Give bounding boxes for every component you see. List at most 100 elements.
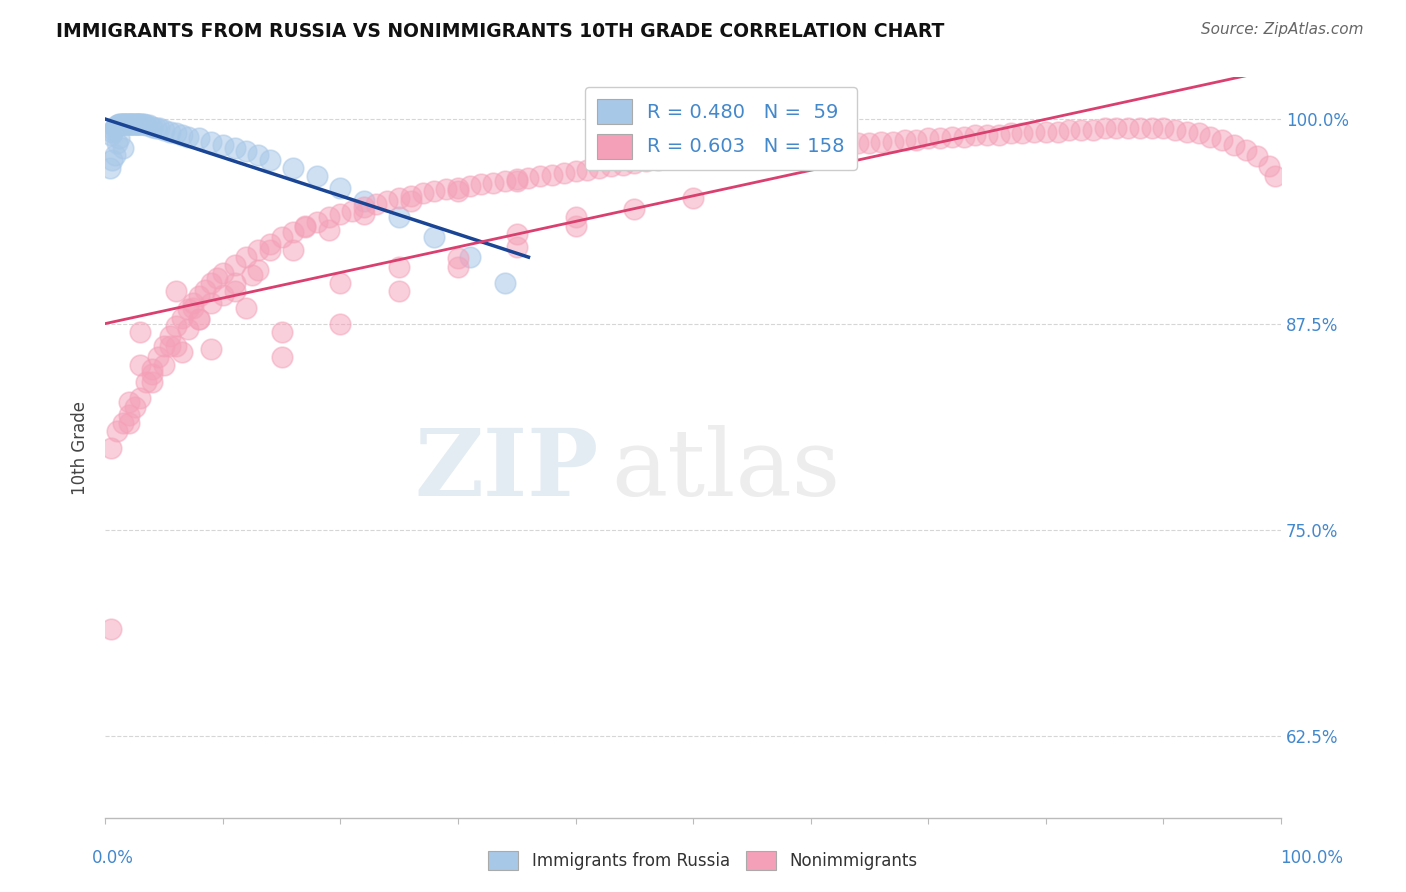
Point: [506, 240, 529, 254]
Point: [224, 258, 246, 272]
Point: [124, 400, 146, 414]
Point: [482, 176, 505, 190]
Point: [470, 178, 492, 192]
Point: [494, 174, 516, 188]
Point: [447, 260, 470, 274]
Point: [1152, 121, 1174, 136]
Point: [541, 168, 564, 182]
Point: [1011, 127, 1033, 141]
Point: [141, 375, 163, 389]
Point: [111, 116, 134, 130]
Point: [763, 143, 786, 157]
Point: [188, 289, 211, 303]
Point: [388, 211, 411, 225]
Point: [129, 116, 152, 130]
Point: [423, 230, 446, 244]
Point: [588, 161, 610, 175]
Point: [211, 287, 233, 301]
Point: [987, 128, 1010, 142]
Point: [364, 197, 387, 211]
Text: 100.0%: 100.0%: [1279, 849, 1343, 867]
Point: [224, 285, 246, 299]
Point: [787, 141, 810, 155]
Point: [564, 164, 586, 178]
Point: [305, 169, 328, 184]
Point: [211, 266, 233, 280]
Point: [506, 174, 529, 188]
Point: [270, 230, 292, 244]
Point: [127, 116, 149, 130]
Point: [929, 131, 952, 145]
Point: [1223, 137, 1246, 152]
Point: [423, 184, 446, 198]
Point: [1059, 123, 1081, 137]
Point: [634, 154, 657, 169]
Point: [111, 416, 134, 430]
Point: [153, 339, 176, 353]
Point: [329, 180, 352, 194]
Point: [529, 169, 551, 184]
Point: [1022, 125, 1045, 139]
Point: [138, 118, 160, 132]
Point: [1188, 127, 1211, 141]
Point: [188, 131, 211, 145]
Point: [100, 128, 122, 142]
Point: [247, 263, 270, 277]
Point: [1081, 123, 1104, 137]
Point: [318, 223, 340, 237]
Point: [1211, 133, 1233, 147]
Point: [145, 121, 167, 136]
Point: [112, 116, 135, 130]
Point: [98, 161, 121, 175]
Point: [1140, 121, 1163, 136]
Point: [800, 139, 823, 153]
Point: [188, 312, 211, 326]
Text: 0.0%: 0.0%: [91, 849, 134, 867]
Point: [741, 145, 763, 159]
Point: [399, 194, 422, 208]
Point: [107, 118, 129, 132]
Point: [458, 179, 481, 194]
Point: [399, 189, 422, 203]
Point: [564, 219, 586, 233]
Point: [623, 156, 645, 170]
Point: [118, 408, 141, 422]
Point: [553, 166, 575, 180]
Point: [103, 123, 125, 137]
Point: [1246, 149, 1268, 163]
Point: [125, 116, 148, 130]
Point: [388, 260, 411, 274]
Point: [647, 153, 669, 167]
Point: [224, 141, 246, 155]
Point: [340, 203, 363, 218]
Point: [412, 186, 434, 200]
Point: [1129, 121, 1152, 136]
Point: [108, 116, 131, 130]
Point: [259, 153, 281, 167]
Point: [235, 301, 257, 315]
Point: [447, 184, 470, 198]
Point: [124, 116, 146, 130]
Point: [1046, 125, 1069, 139]
Point: [1035, 125, 1057, 139]
Point: [165, 318, 187, 333]
Point: [200, 135, 222, 149]
Point: [115, 116, 138, 130]
Legend: Immigrants from Russia, Nonimmigrants: Immigrants from Russia, Nonimmigrants: [481, 844, 925, 877]
Point: [941, 129, 963, 144]
Point: [283, 225, 305, 239]
Point: [104, 121, 127, 136]
Point: [835, 137, 858, 152]
Point: [141, 367, 163, 381]
Point: [599, 159, 621, 173]
Point: [247, 148, 270, 162]
Point: [135, 118, 157, 132]
Point: [224, 276, 246, 290]
Point: [135, 375, 157, 389]
Point: [100, 441, 122, 455]
Point: [104, 148, 127, 162]
Point: [194, 283, 217, 297]
Point: [121, 116, 143, 130]
Text: ZIP: ZIP: [415, 425, 599, 515]
Point: [776, 141, 799, 155]
